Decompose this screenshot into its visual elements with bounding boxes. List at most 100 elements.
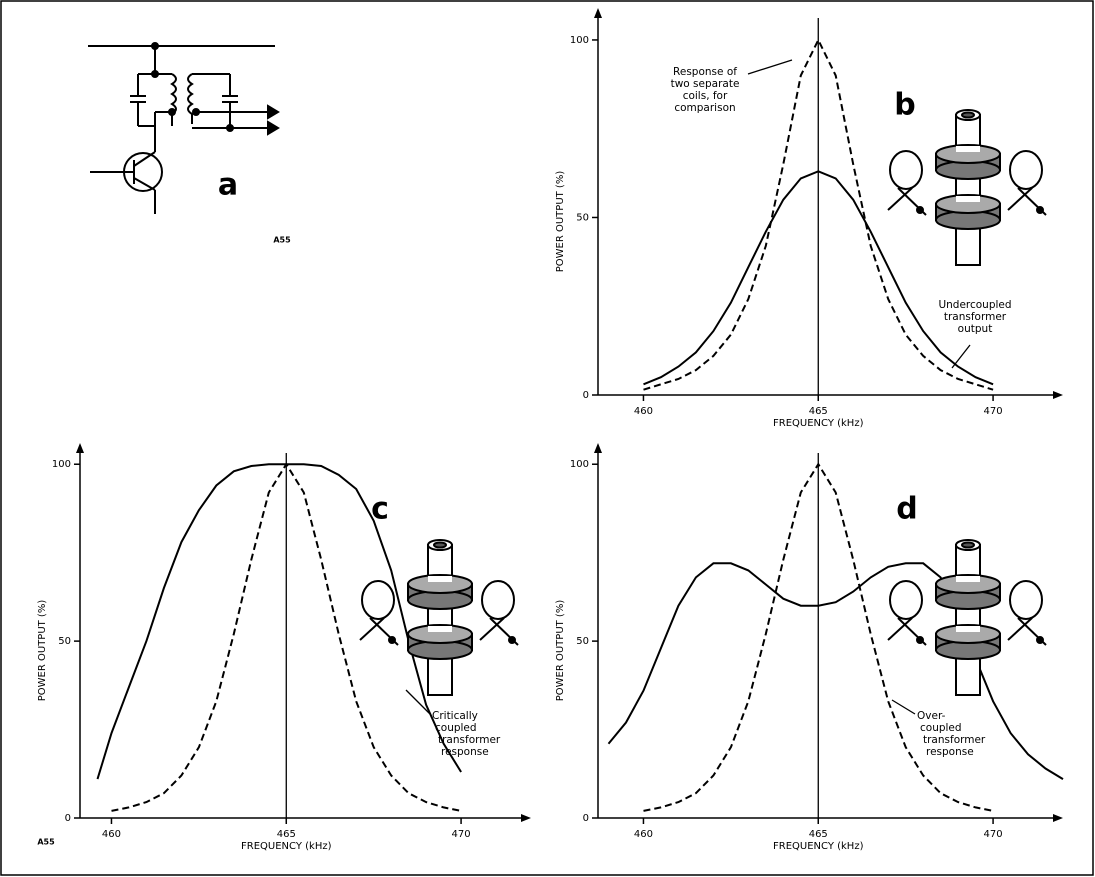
- loop-terminal: [1036, 636, 1044, 644]
- coil-winding-top: [407, 574, 473, 594]
- loop-lead: [1007, 187, 1033, 211]
- loop-terminal: [1036, 206, 1044, 214]
- annotation-text: Critically: [432, 710, 478, 722]
- coil-core: [955, 544, 981, 696]
- coil-illustration: [887, 109, 1047, 266]
- pickup-loop: [1009, 150, 1043, 190]
- annotation-text: response: [926, 746, 974, 758]
- annotation-text: Response of: [673, 66, 737, 78]
- solid-curve: [643, 170, 994, 386]
- x-tick-label: 465: [809, 406, 828, 417]
- dashed-curve: [111, 462, 462, 812]
- loop-lead: [887, 617, 913, 641]
- loop-lead: [479, 617, 505, 641]
- coil-winding-top: [935, 574, 1001, 594]
- loop-lead: [887, 187, 913, 211]
- panel-label: b: [894, 88, 915, 123]
- annotation-leader: [951, 344, 971, 369]
- annotation-text: coupled: [920, 722, 962, 734]
- y-tick-label: 100: [52, 459, 71, 470]
- y-tick-label: 100: [570, 35, 589, 46]
- solid-curve: [96, 463, 462, 780]
- coil-winding-top: [935, 144, 1001, 164]
- solid-curve: [607, 562, 1064, 780]
- x-tick-label: 470: [984, 406, 1003, 417]
- y-axis-arrow: [594, 443, 602, 453]
- coil-core: [427, 544, 453, 696]
- coil-core-hole: [961, 541, 975, 549]
- annotation-text: output: [958, 323, 993, 335]
- y-axis-label: POWER OUTPUT (%): [555, 171, 566, 273]
- annotation-text: comparison: [674, 102, 735, 114]
- coil-winding-top: [407, 624, 473, 644]
- loop-lead: [359, 617, 385, 641]
- annotation-text: response: [441, 746, 489, 758]
- coil-illustration: [887, 539, 1047, 696]
- y-axis-label: POWER OUTPUT (%): [37, 600, 48, 702]
- annotation-leader: [891, 699, 916, 715]
- y-tick-label: 0: [65, 813, 71, 824]
- coil-core-hole: [433, 541, 447, 549]
- coil-core-hole: [961, 111, 975, 119]
- annotation-text: Over-: [917, 710, 946, 722]
- annotation-text: transformer: [923, 734, 986, 746]
- coil-core: [955, 114, 981, 266]
- x-axis-arrow: [521, 814, 531, 822]
- loop-terminal: [916, 636, 924, 644]
- annotation-text: two separate: [671, 78, 740, 90]
- annotation-leader: [405, 689, 431, 715]
- annotation-text: Undercoupled: [938, 299, 1011, 311]
- y-axis-arrow: [76, 443, 84, 453]
- loop-lead: [1007, 617, 1033, 641]
- pickup-loop: [889, 150, 923, 190]
- annotation-text: transformer: [944, 311, 1007, 323]
- x-tick-label: 460: [102, 829, 121, 840]
- coil-winding-top: [935, 624, 1001, 644]
- dashed-curve: [643, 462, 994, 812]
- loop-terminal: [388, 636, 396, 644]
- circuit-diagram: [88, 42, 280, 214]
- annotation-text: coils, for: [683, 90, 728, 102]
- x-tick-label: 460: [634, 406, 653, 417]
- y-tick-label: 50: [576, 212, 589, 223]
- annotation-text: transformer: [438, 734, 501, 746]
- pickup-loop: [1009, 580, 1043, 620]
- figure-code: A55: [273, 236, 291, 245]
- x-axis-label: FREQUENCY (kHz): [773, 418, 864, 429]
- annotation-text: coupled: [435, 722, 477, 734]
- coil-core-part: [956, 626, 980, 632]
- x-tick-label: 460: [634, 829, 653, 840]
- coil-core-part: [428, 576, 452, 582]
- x-axis-label: FREQUENCY (kHz): [241, 841, 332, 852]
- panel-label: c: [371, 492, 389, 527]
- coil-core-part: [956, 576, 980, 582]
- coil-core-part: [956, 196, 980, 202]
- pickup-loop: [889, 580, 923, 620]
- y-tick-label: 0: [583, 813, 589, 824]
- figure-code: A55: [37, 838, 55, 847]
- x-tick-label: 470: [452, 829, 471, 840]
- y-axis-arrow: [594, 8, 602, 18]
- coil-winding-top: [935, 194, 1001, 214]
- coil-core-part: [956, 146, 980, 152]
- x-tick-label: 465: [277, 829, 296, 840]
- y-axis-label: POWER OUTPUT (%): [555, 600, 566, 702]
- x-tick-label: 470: [984, 829, 1003, 840]
- y-tick-label: 0: [583, 390, 589, 401]
- coil-core-part: [428, 626, 452, 632]
- x-axis-label: FREQUENCY (kHz): [773, 841, 864, 852]
- pickup-loop: [481, 580, 515, 620]
- panel-label: a: [218, 168, 238, 203]
- y-tick-label: 100: [570, 459, 589, 470]
- x-axis-arrow: [1053, 391, 1063, 399]
- x-axis-arrow: [1053, 814, 1063, 822]
- x-tick-label: 465: [809, 829, 828, 840]
- pickup-loop: [361, 580, 395, 620]
- panel-label: d: [896, 492, 917, 527]
- loop-terminal: [508, 636, 516, 644]
- y-tick-label: 50: [576, 636, 589, 647]
- coil-illustration: [359, 539, 519, 696]
- loop-terminal: [916, 206, 924, 214]
